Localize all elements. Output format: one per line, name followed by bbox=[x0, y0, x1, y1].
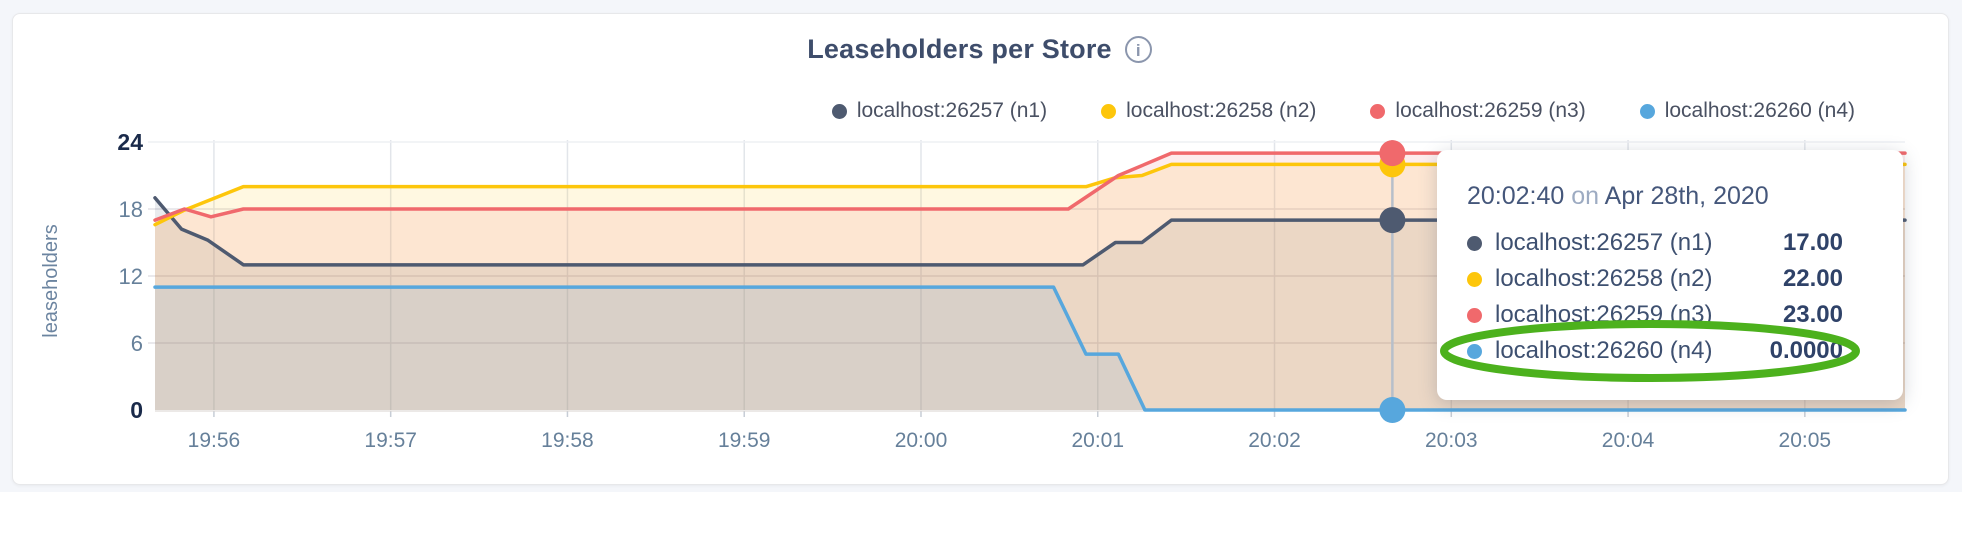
x-axis-label: 20:05 bbox=[1779, 429, 1832, 452]
tooltip-series-label: localhost:26260 (n4) bbox=[1495, 337, 1713, 364]
y-axis-title: leaseholders bbox=[40, 224, 62, 337]
tooltip-row-2: localhost:26258 (n2) 22.00 bbox=[1467, 261, 1843, 297]
hover-dot-1 bbox=[1379, 207, 1406, 234]
x-axis-label: 20:04 bbox=[1602, 429, 1655, 452]
tooltip-series-dot-icon bbox=[1467, 343, 1482, 359]
chart-header: Leaseholders per Store i bbox=[12, 32, 1947, 66]
legend-item-label: localhost:26259 (n3) bbox=[1395, 99, 1586, 122]
series-line-3 bbox=[153, 151, 1907, 222]
x-axis-label: 20:03 bbox=[1425, 429, 1478, 452]
legend-dot-icon bbox=[1370, 103, 1386, 119]
tooltip-series-value: 22.00 bbox=[1782, 265, 1843, 292]
tooltip-series-value: 23.00 bbox=[1782, 301, 1843, 328]
series-line-4 bbox=[153, 285, 1907, 412]
series-area-4 bbox=[155, 287, 1905, 410]
hover-dot-4 bbox=[1379, 397, 1406, 423]
legend-item-label: localhost:26258 (n2) bbox=[1126, 99, 1317, 122]
tooltip-series-label: localhost:26259 (n3) bbox=[1495, 301, 1713, 328]
tooltip-series-label: localhost:26257 (n1) bbox=[1495, 229, 1713, 256]
tooltip-connector: on bbox=[1571, 182, 1600, 210]
tooltip-row-4: localhost:26260 (n4) 0.0000 bbox=[1467, 333, 1843, 369]
legend-dot-icon bbox=[831, 103, 847, 119]
tooltip-series-dot-icon bbox=[1467, 307, 1482, 323]
x-axis-label: 19:57 bbox=[364, 429, 417, 452]
tooltip-timestamp: 20:02:40 on Apr 28th, 2020 bbox=[1467, 184, 1843, 209]
legend-item-label: localhost:26257 (n1) bbox=[856, 99, 1048, 122]
y-axis-label: 0 bbox=[130, 397, 143, 423]
chart-title: Leaseholders per Store bbox=[807, 33, 1112, 64]
x-axis-label: 19:56 bbox=[188, 429, 241, 452]
x-axis-label: 19:58 bbox=[541, 429, 594, 452]
tooltip-rows: localhost:26257 (n1) 17.00 localhost:26258… bbox=[1467, 225, 1843, 369]
hover-dot-3 bbox=[1379, 140, 1406, 167]
legend-dot-icon bbox=[1639, 103, 1655, 119]
tooltip-series-dot-icon bbox=[1467, 235, 1482, 251]
x-axis-label: 20:01 bbox=[1071, 429, 1124, 452]
y-axis-label: 12 bbox=[119, 264, 143, 289]
legend-item-3[interactable]: localhost:26259 (n3) bbox=[1370, 99, 1586, 123]
tooltip-series-dot-icon bbox=[1467, 271, 1482, 287]
info-icon[interactable]: i bbox=[1124, 35, 1152, 63]
tooltip-date: Apr 28th, 2020 bbox=[1604, 182, 1769, 210]
series-line-1 bbox=[153, 196, 1907, 267]
tooltip-time: 20:02:40 bbox=[1467, 182, 1565, 210]
tooltip-series-label: localhost:26258 (n2) bbox=[1495, 265, 1713, 292]
tooltip-row-1: localhost:26257 (n1) 17.00 bbox=[1467, 225, 1843, 261]
tooltip-series-value: 0.0000 bbox=[1769, 337, 1843, 364]
x-axis-label: 20:02 bbox=[1248, 429, 1301, 452]
series-line-2 bbox=[153, 162, 1907, 227]
x-axis-label: 20:00 bbox=[895, 429, 948, 452]
tooltip-series-value: 17.00 bbox=[1782, 229, 1843, 256]
hover-tooltip: 20:02:40 on Apr 28th, 2020 localhost:262… bbox=[1437, 150, 1903, 400]
x-axis-label: 19:59 bbox=[718, 429, 771, 452]
y-axis-label: 24 bbox=[117, 129, 143, 155]
legend-item-1[interactable]: localhost:26257 (n1) bbox=[831, 99, 1048, 123]
tooltip-row-3: localhost:26259 (n3) 23.00 bbox=[1467, 297, 1843, 333]
legend-item-4[interactable]: localhost:26260 (n4) bbox=[1639, 99, 1855, 123]
legend-dot-icon bbox=[1101, 103, 1117, 119]
legend-item-2[interactable]: localhost:26258 (n2) bbox=[1101, 99, 1316, 123]
y-axis-label: 18 bbox=[119, 197, 143, 222]
legend: localhost:26257 (n1) localhost:26258 (n2)… bbox=[831, 98, 1855, 124]
y-axis-label: 6 bbox=[131, 331, 143, 356]
legend-item-label: localhost:26260 (n4) bbox=[1664, 99, 1855, 122]
